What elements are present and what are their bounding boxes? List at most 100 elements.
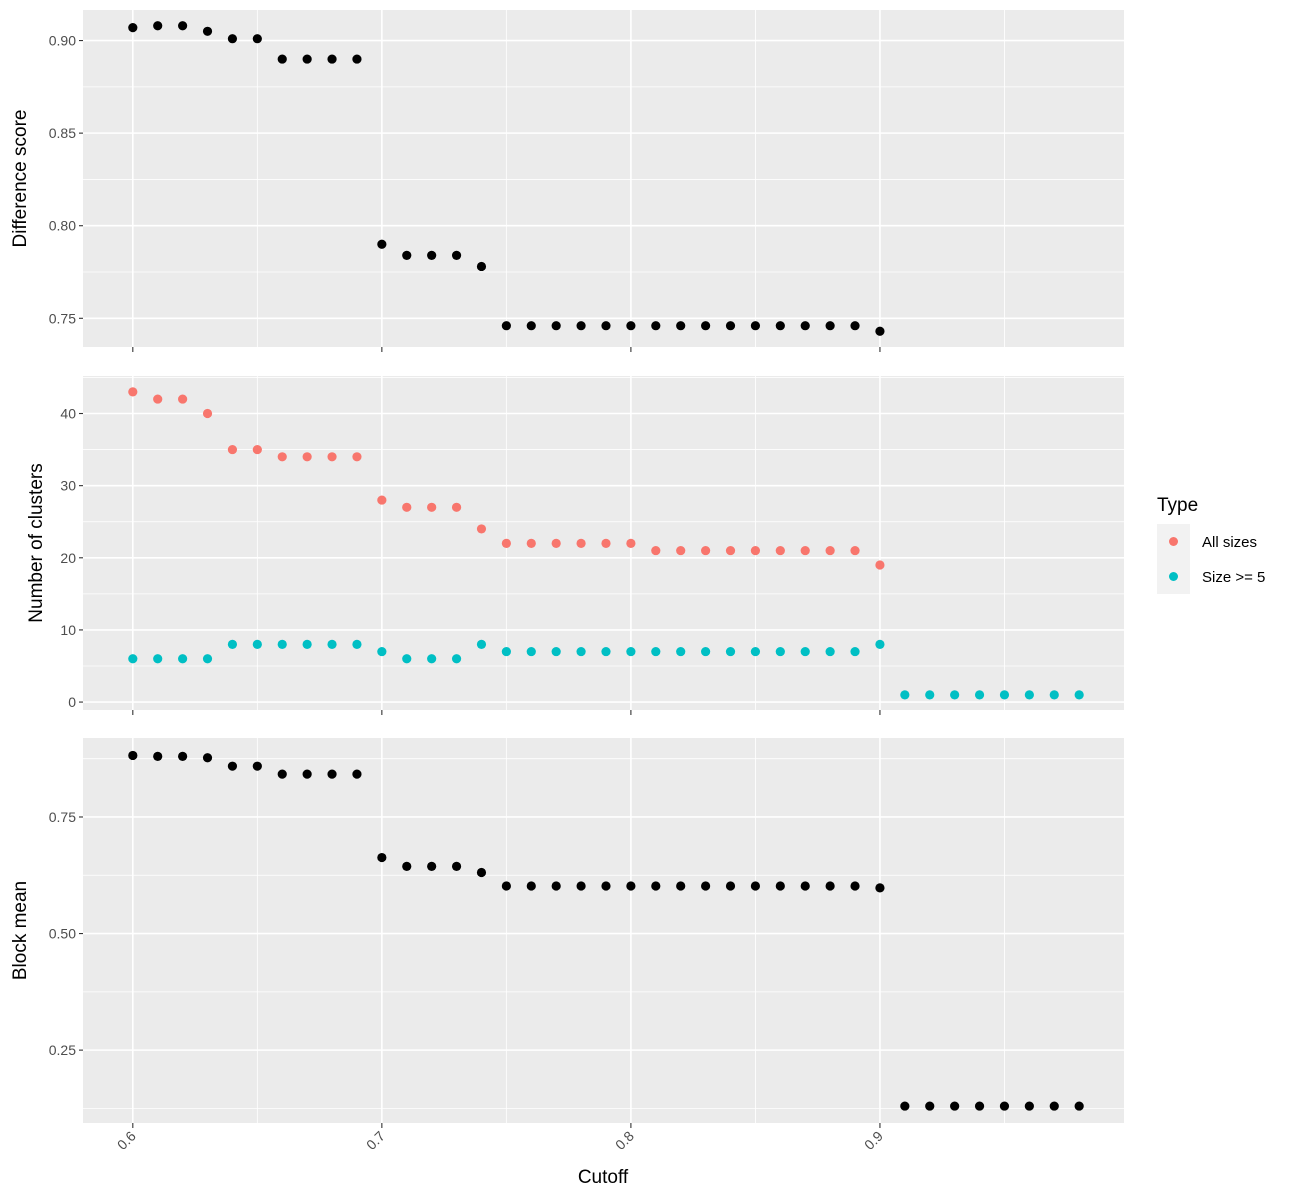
- data-point: [252, 639, 262, 649]
- data-point: [551, 881, 561, 891]
- data-point: [153, 394, 163, 404]
- data-point: [476, 524, 487, 534]
- data-point: [775, 646, 785, 657]
- data-point: [526, 646, 536, 657]
- data-point: [327, 769, 337, 779]
- panel-1: 0.75 0.80 0.85 0.90 Difference score: [10, 10, 1124, 352]
- data-point: [302, 452, 312, 462]
- data-point: [601, 321, 611, 331]
- data-point: [402, 654, 412, 664]
- data-point: [227, 444, 238, 455]
- data-point: [128, 654, 138, 664]
- data-point: [427, 654, 437, 664]
- data-point: [676, 321, 686, 331]
- data-point: [825, 646, 835, 657]
- data-point: [576, 646, 586, 657]
- series-2-1: [128, 387, 885, 570]
- y-axis-title: Difference score: [10, 110, 31, 248]
- data-point: [451, 861, 462, 872]
- panels-layer: 0.75 0.80 0.85 0.90 Difference score 0 10 20 30 4…: [10, 10, 1124, 1153]
- data-point: [551, 646, 561, 657]
- legend: Type All sizes Size >= 5: [1157, 495, 1265, 594]
- data-point: [501, 321, 511, 331]
- data-point: [526, 881, 536, 891]
- data-point: [1024, 1101, 1034, 1111]
- data-point: [651, 545, 661, 556]
- data-point: [451, 250, 462, 260]
- data-point: [178, 654, 188, 664]
- data-point: [402, 502, 412, 512]
- data-point: [750, 321, 761, 331]
- data-point: [850, 545, 860, 556]
- data-point: [576, 538, 586, 548]
- data-point: [252, 444, 262, 455]
- data-point: [352, 54, 362, 64]
- data-point: [825, 321, 835, 331]
- data-point: [651, 881, 661, 891]
- data-point: [227, 639, 238, 649]
- data-point: [1024, 690, 1034, 700]
- data-point: [227, 34, 238, 44]
- data-point: [427, 502, 437, 512]
- panel-background: [83, 738, 1124, 1123]
- data-point: [402, 861, 412, 872]
- data-point: [352, 769, 362, 779]
- x-tick-label: 0.7: [363, 1128, 388, 1153]
- data-point: [701, 545, 711, 556]
- data-point: [227, 761, 238, 771]
- data-point: [825, 545, 835, 556]
- data-point: [128, 750, 138, 761]
- data-point: [402, 250, 412, 260]
- data-point: [576, 321, 586, 331]
- data-point: [626, 881, 636, 891]
- legend-label-all-sizes: All sizes: [1202, 534, 1257, 551]
- legend-label-size-5: Size >= 5: [1202, 569, 1265, 586]
- data-point: [178, 21, 188, 31]
- y-tick-label: 10: [60, 622, 76, 638]
- data-point: [626, 538, 636, 548]
- data-point: [576, 881, 586, 891]
- data-point: [601, 881, 611, 891]
- data-point: [551, 538, 561, 548]
- data-point: [451, 654, 462, 664]
- data-point: [352, 452, 362, 462]
- x-tick-label: 0.9: [861, 1128, 886, 1153]
- data-point: [601, 538, 611, 548]
- data-point: [875, 883, 885, 893]
- y-tick-label: 0.75: [49, 310, 76, 326]
- data-point: [476, 639, 487, 649]
- data-point: [875, 560, 885, 570]
- data-point: [999, 690, 1010, 700]
- y-tick-label: 20: [60, 550, 76, 566]
- data-point: [377, 852, 387, 863]
- data-point: [1074, 690, 1084, 700]
- y-tick-label: 0.80: [49, 218, 76, 234]
- data-point: [377, 239, 387, 249]
- data-point: [352, 639, 362, 649]
- legend-key-size-5: [1169, 572, 1178, 581]
- data-point: [950, 1101, 960, 1111]
- y-tick-label: 30: [60, 478, 76, 494]
- data-point: [377, 646, 387, 657]
- data-point: [277, 639, 287, 649]
- data-point: [800, 321, 810, 331]
- data-point: [202, 408, 213, 419]
- data-point: [900, 690, 910, 700]
- data-point: [750, 881, 761, 891]
- data-point: [153, 21, 163, 31]
- y-tick-label: 0.85: [49, 125, 76, 141]
- data-point: [676, 881, 686, 891]
- data-point: [601, 646, 611, 657]
- data-point: [302, 769, 312, 779]
- data-point: [651, 321, 661, 331]
- data-point: [950, 690, 960, 700]
- data-point: [327, 639, 337, 649]
- data-point: [676, 646, 686, 657]
- data-point: [202, 753, 213, 763]
- data-point: [252, 34, 262, 44]
- panel-background: [83, 10, 1124, 347]
- data-point: [850, 646, 860, 657]
- data-point: [476, 261, 487, 272]
- y-tick-label: 40: [60, 406, 76, 422]
